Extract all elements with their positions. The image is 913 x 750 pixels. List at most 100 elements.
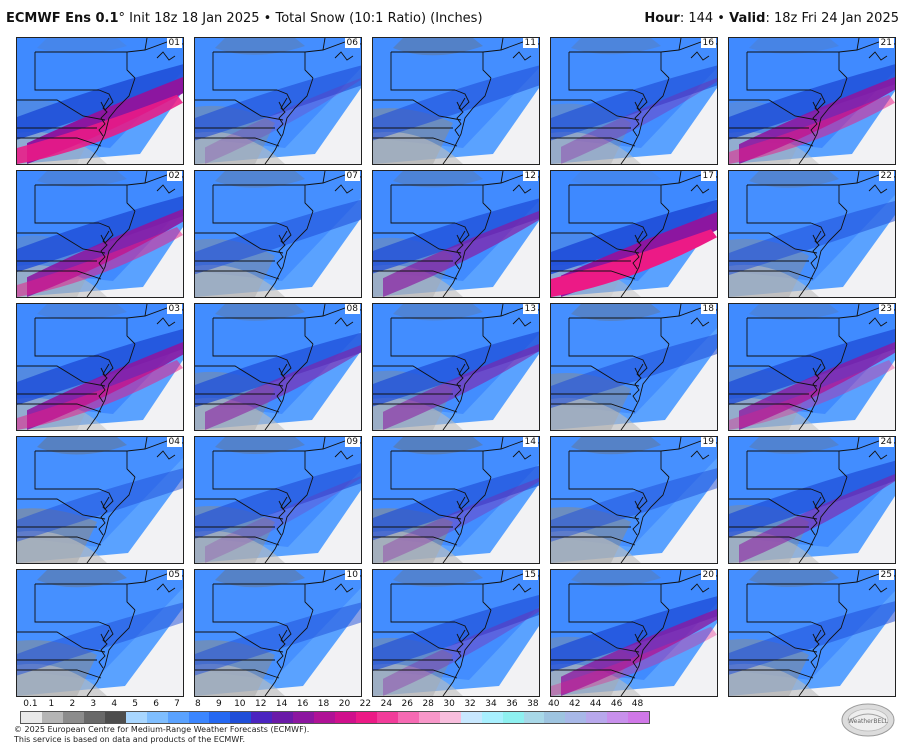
init-time: Init 18z 18 Jan 2025 xyxy=(129,11,260,26)
legend-swatch xyxy=(104,712,126,723)
member-number-label: 14 xyxy=(522,437,538,447)
member-map-panel: 22 xyxy=(728,170,896,298)
legend-tick: 3 xyxy=(90,699,97,709)
hour-label: Hour xyxy=(644,11,680,26)
member-snowfall-map xyxy=(17,38,183,164)
member-number-label: 19 xyxy=(700,437,716,447)
member-snowfall-map xyxy=(195,570,361,696)
legend-tick: 26 xyxy=(401,699,413,709)
member-snowfall-map xyxy=(195,38,361,164)
legend-tick: 8 xyxy=(195,699,201,709)
legend-swatch xyxy=(586,712,608,723)
legend-tick: 18 xyxy=(317,699,330,709)
member-number-label: 23 xyxy=(878,304,894,314)
member-map-panel: 16 xyxy=(550,37,718,165)
member-number-label: 20 xyxy=(700,570,716,580)
member-map-panel: 05 xyxy=(16,569,184,697)
member-snowfall-map xyxy=(551,38,717,164)
legend-swatch xyxy=(544,712,566,723)
member-number-label: 08 xyxy=(344,304,360,314)
legend-swatch xyxy=(439,712,461,723)
legend-tick: 22 xyxy=(359,699,372,709)
member-snowfall-map xyxy=(17,171,183,297)
legend-tick: 46 xyxy=(610,699,623,709)
copyright-footer: © 2025 European Centre for Medium-Range … xyxy=(14,725,309,745)
member-number-label: 05 xyxy=(166,570,182,580)
member-map-panel: 19 xyxy=(550,436,718,564)
legend-swatch xyxy=(523,712,545,723)
copyright-line-1: © 2025 European Centre for Medium-Range … xyxy=(14,725,310,734)
legend-swatch xyxy=(62,712,84,723)
member-number-label: 13 xyxy=(522,304,538,314)
product-name: Total Snow (10:1 Ratio) (Inches) xyxy=(275,11,483,26)
legend-swatch xyxy=(272,712,294,723)
member-snowfall-map xyxy=(551,570,717,696)
member-map-panel: 01 xyxy=(16,37,184,165)
member-number-label: 10 xyxy=(344,570,360,580)
member-snowfall-map xyxy=(373,437,539,563)
member-snowfall-map xyxy=(195,304,361,430)
member-snowfall-map xyxy=(729,38,895,164)
member-map-panel: 09 xyxy=(194,436,362,564)
legend-tick: 5 xyxy=(132,699,138,709)
member-number-label: 21 xyxy=(878,38,894,48)
legend-swatch xyxy=(41,712,63,723)
member-snowfall-map xyxy=(551,437,717,563)
member-number-label: 17 xyxy=(700,171,716,181)
map-title: ECMWF Ens 0.1° Init 18z 18 Jan 2025 • To… xyxy=(6,11,483,26)
member-snowfall-map xyxy=(17,437,183,563)
member-map-panel: 14 xyxy=(372,436,540,564)
legend-swatch xyxy=(335,712,356,723)
legend-swatch xyxy=(188,712,210,723)
weatherbell-logo: WeatherBELL xyxy=(840,700,896,740)
legend-tick: 42 xyxy=(568,699,581,709)
snowfall-color-legend xyxy=(20,711,650,724)
member-snowfall-map xyxy=(373,38,539,164)
member-number-label: 02 xyxy=(166,171,182,181)
legend-tick: 28 xyxy=(422,699,434,709)
hour-value: : 144 xyxy=(679,11,714,26)
legend-tick: 1 xyxy=(48,699,55,709)
legend-swatch xyxy=(376,712,398,723)
legend-tick: 24 xyxy=(380,699,393,709)
logo-text: WeatherBELL xyxy=(848,718,889,725)
member-snowfall-map xyxy=(373,171,539,297)
member-map-panel: 07 xyxy=(194,170,362,298)
member-snowfall-map xyxy=(729,570,895,696)
degree-symbol: ° xyxy=(118,11,126,26)
member-number-label: 11 xyxy=(522,38,538,48)
member-snowfall-map xyxy=(195,437,361,563)
member-number-label: 06 xyxy=(344,38,360,48)
member-map-panel: 13 xyxy=(372,303,540,431)
legend-tick: 16 xyxy=(296,699,309,709)
legend-swatch xyxy=(397,712,419,723)
member-number-label: 03 xyxy=(166,304,182,314)
member-number-label: 07 xyxy=(344,171,360,181)
valid-bullet: • xyxy=(717,11,725,26)
legend-tick: 12 xyxy=(254,699,267,709)
member-number-label: 04 xyxy=(166,437,182,447)
member-snowfall-map xyxy=(373,570,539,696)
legend-tick-labels: 0.1 1 2 3 4 5 6 7 8 9 10 12 14 16 18 20 22 24 26 28 30 32 34 36… xyxy=(20,699,648,710)
legend-swatch xyxy=(460,712,482,723)
member-map-panel: 15 xyxy=(372,569,540,697)
legend-tick: 36 xyxy=(506,699,518,709)
member-map-panel: 11 xyxy=(372,37,540,165)
member-map-panel: 03 xyxy=(16,303,184,431)
legend-tick: 48 xyxy=(631,699,644,709)
legend-swatch xyxy=(21,712,42,723)
legend-tick: 34 xyxy=(485,699,497,709)
legend-tick: 4 xyxy=(111,699,118,709)
legend-tick: 14 xyxy=(275,699,288,709)
member-snowfall-map xyxy=(17,570,183,696)
legend-swatch xyxy=(251,712,273,723)
member-map-panel: 25 xyxy=(728,569,896,697)
copyright-line-2: This service is based on data and produc… xyxy=(14,735,246,744)
legend-swatch xyxy=(293,712,315,723)
member-number-label: 25 xyxy=(878,570,894,580)
legend-tick: 7 xyxy=(174,699,180,709)
legend-swatch xyxy=(565,712,587,723)
member-snowfall-map xyxy=(551,171,717,297)
member-map-panel: 12 xyxy=(372,170,540,298)
member-snowfall-map xyxy=(729,437,895,563)
